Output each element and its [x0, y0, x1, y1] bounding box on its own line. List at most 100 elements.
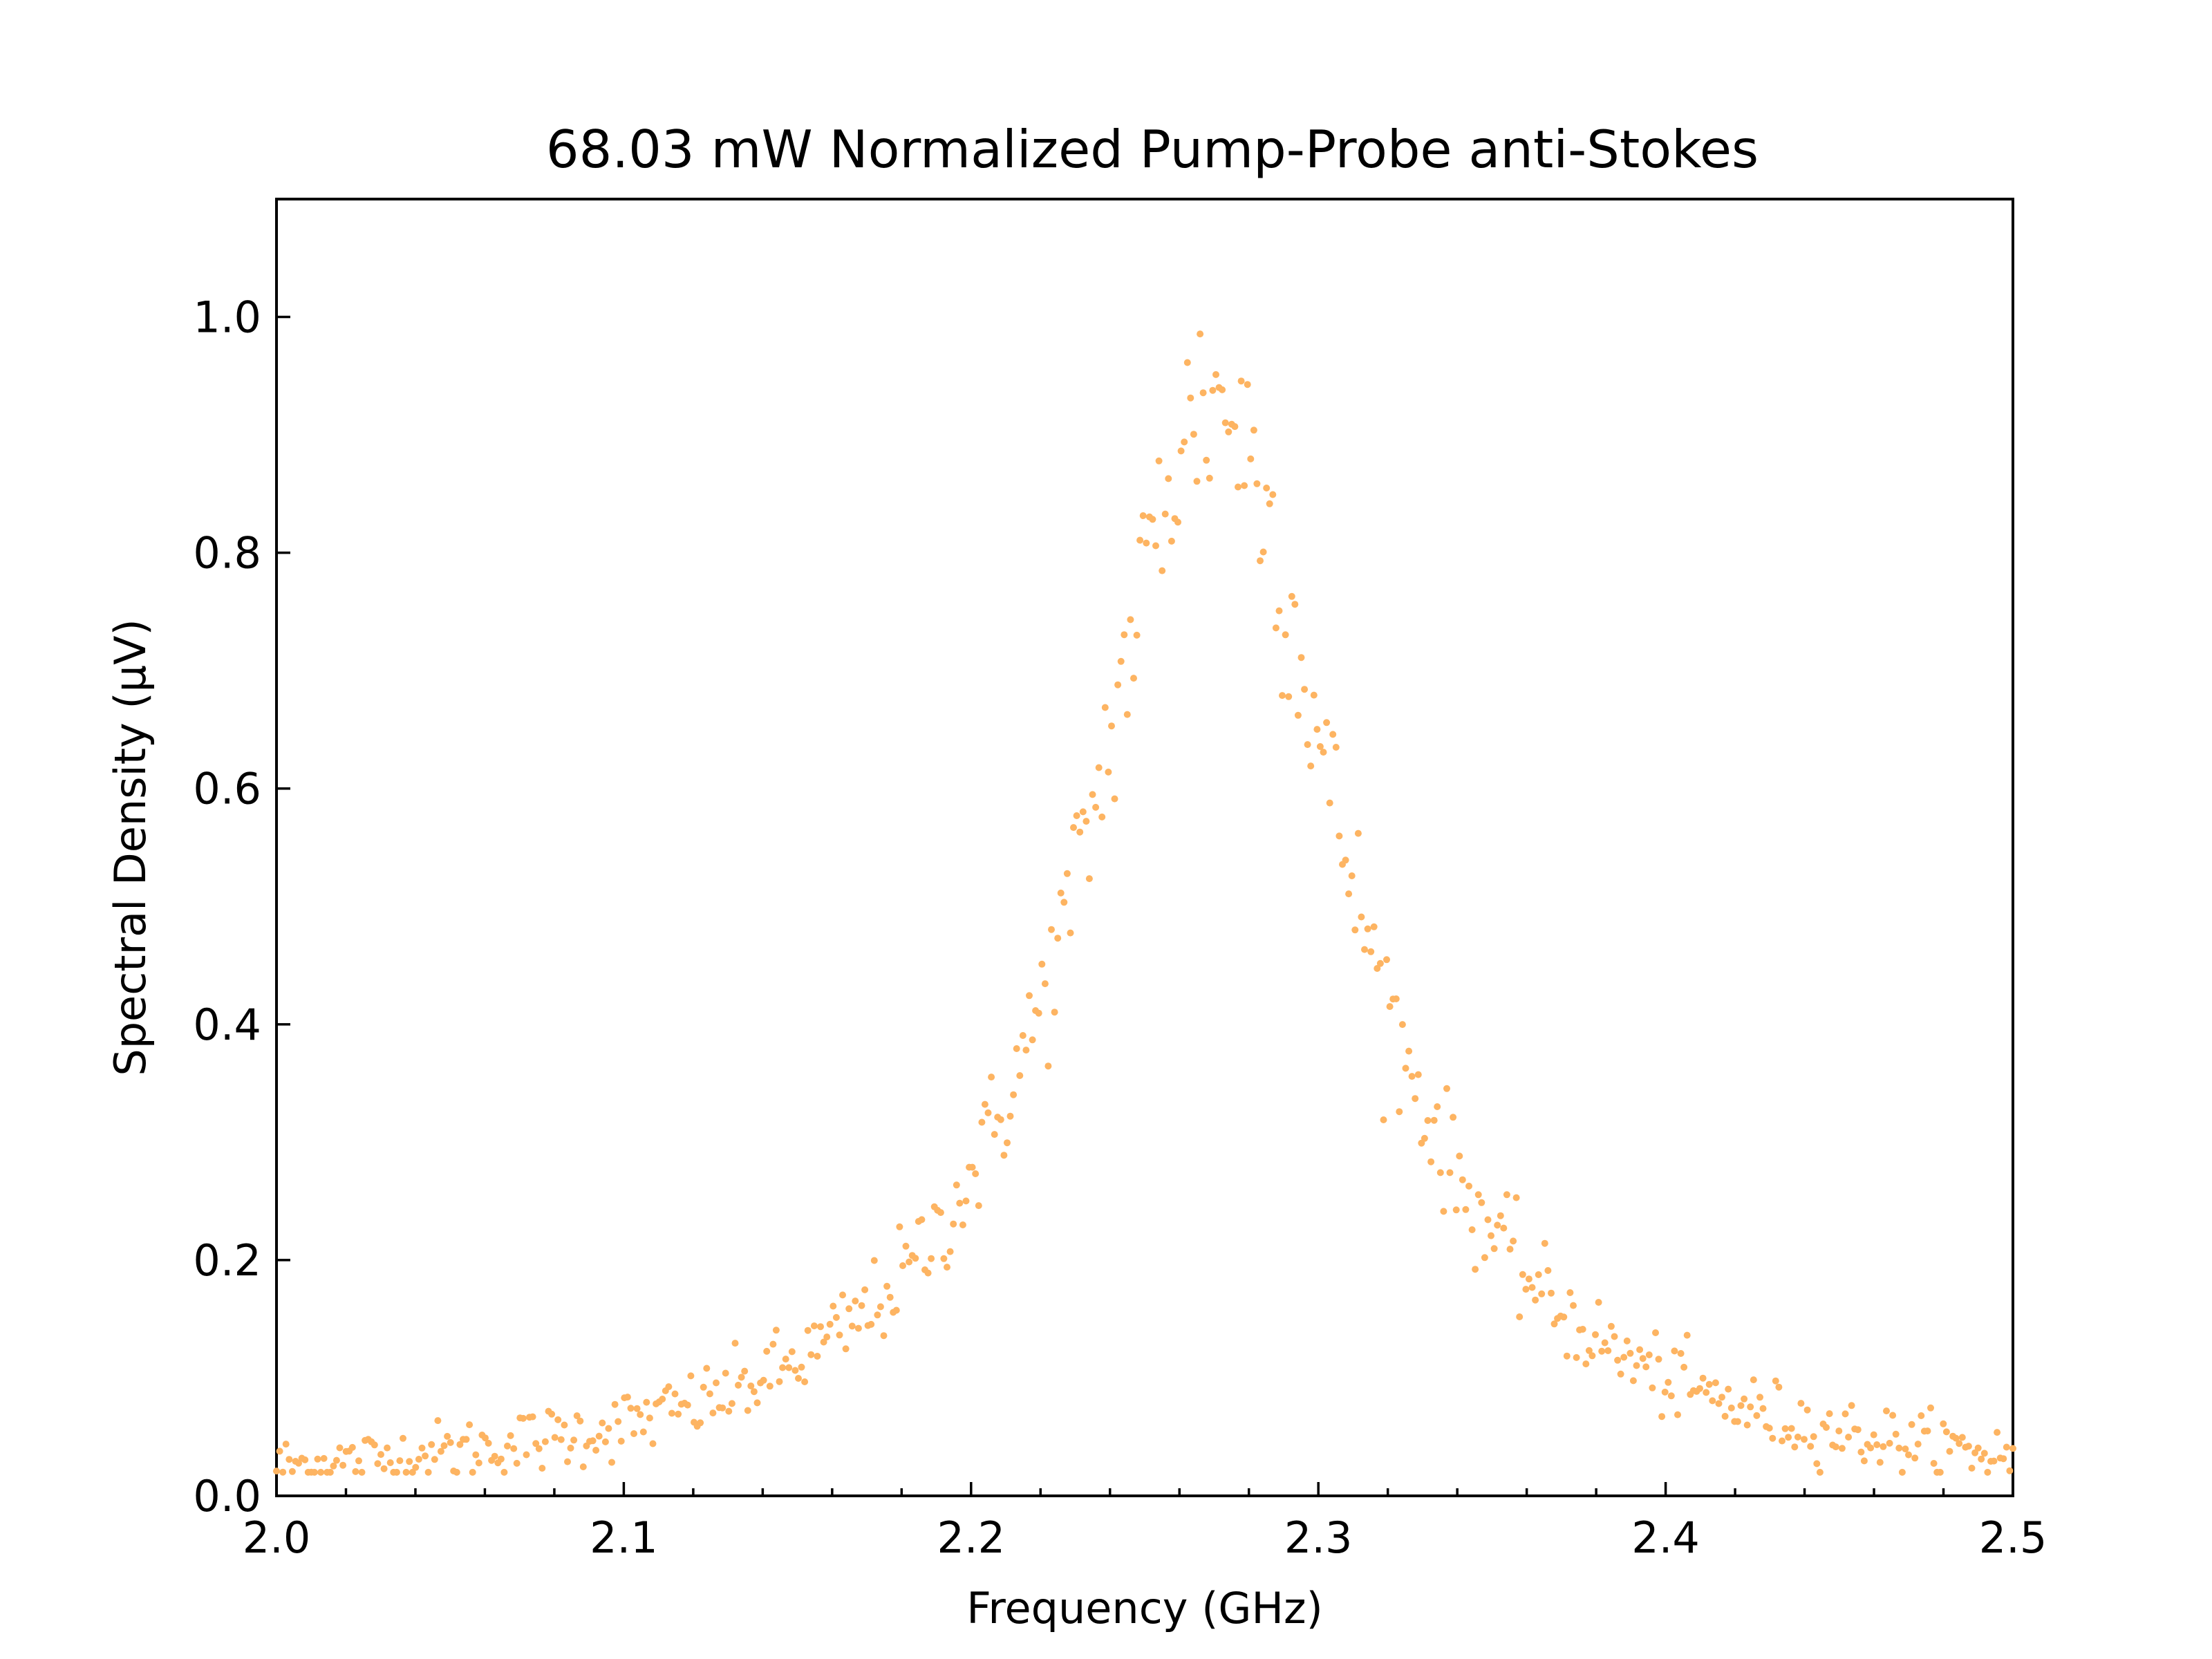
data-point — [1161, 510, 1169, 518]
data-point — [523, 1451, 530, 1459]
data-point — [1307, 762, 1315, 770]
data-point — [1860, 1457, 1868, 1465]
data-point — [981, 1100, 988, 1108]
data-point — [447, 1438, 454, 1446]
data-point — [1421, 1134, 1428, 1142]
data-point — [1854, 1426, 1862, 1434]
data-point — [709, 1409, 717, 1417]
data-point — [1946, 1447, 1953, 1455]
data-point — [288, 1468, 296, 1475]
data-point — [826, 1320, 834, 1328]
data-point — [912, 1255, 919, 1262]
data-point — [1683, 1331, 1691, 1339]
data-point — [314, 1455, 321, 1463]
data-point — [703, 1365, 711, 1372]
data-point — [772, 1327, 780, 1334]
data-point — [1579, 1326, 1586, 1333]
chart-title: 68.03 mW Normalized Pump-Probe anti-Stok… — [546, 119, 1759, 180]
data-point — [1335, 832, 1343, 840]
data-point — [1494, 1221, 1501, 1229]
data-point — [886, 1293, 894, 1301]
data-point — [608, 1459, 615, 1466]
data-point — [1149, 516, 1156, 523]
data-point — [1940, 1420, 1947, 1427]
data-point — [962, 1197, 970, 1205]
data-point — [1329, 731, 1337, 738]
data-point — [2003, 1443, 2010, 1451]
data-point — [1174, 518, 1181, 526]
data-point — [883, 1282, 891, 1290]
data-point — [1566, 1289, 1574, 1296]
data-point — [1835, 1427, 1843, 1435]
data-point — [1241, 482, 1248, 489]
data-point — [1386, 1003, 1394, 1011]
data-point — [1364, 925, 1371, 932]
x-axis-label: Frequency (GHz) — [966, 1583, 1323, 1633]
data-point — [456, 1441, 464, 1448]
data-point — [1468, 1226, 1476, 1233]
data-point — [1304, 741, 1311, 749]
data-point — [1348, 872, 1356, 879]
data-point — [1057, 889, 1065, 897]
data-point — [918, 1216, 926, 1224]
data-point — [295, 1459, 302, 1467]
data-point — [1705, 1380, 1713, 1388]
data-point — [1181, 438, 1188, 446]
data-point — [1212, 371, 1219, 378]
data-point — [1263, 485, 1271, 491]
data-point — [1392, 995, 1400, 1002]
data-point — [1203, 456, 1210, 464]
data-point — [1753, 1412, 1761, 1419]
data-point — [1345, 890, 1353, 898]
data-point — [1620, 1353, 1628, 1361]
data-point — [769, 1340, 777, 1348]
data-point — [782, 1356, 789, 1363]
data-point — [1506, 1246, 1514, 1253]
data-point — [1313, 726, 1321, 733]
data-point — [842, 1345, 850, 1353]
data-point — [1488, 1232, 1494, 1239]
data-point — [617, 1437, 625, 1445]
data-point — [880, 1332, 888, 1340]
data-point — [1765, 1425, 1773, 1432]
data-point — [374, 1460, 382, 1468]
data-point — [592, 1447, 600, 1454]
data-point — [1105, 768, 1112, 776]
data-point — [1629, 1377, 1637, 1385]
data-point — [1677, 1350, 1685, 1357]
data-point — [1617, 1370, 1624, 1378]
data-point — [1883, 1407, 1890, 1415]
data-point — [1573, 1353, 1580, 1361]
data-point — [788, 1348, 796, 1356]
data-point — [1436, 1169, 1444, 1177]
data-point — [510, 1445, 518, 1452]
data-point — [1779, 1437, 1785, 1445]
data-point — [1743, 1421, 1751, 1429]
data-point — [1522, 1286, 1530, 1293]
data-point — [1374, 965, 1381, 972]
data-point — [1424, 1117, 1432, 1124]
data-point — [1512, 1194, 1520, 1201]
data-point — [1769, 1434, 1777, 1442]
data-point — [858, 1302, 865, 1309]
data-point — [1655, 1356, 1662, 1363]
data-point — [868, 1320, 875, 1328]
data-point — [570, 1436, 578, 1444]
data-point — [750, 1388, 758, 1396]
data-point — [1845, 1434, 1853, 1441]
data-point — [1316, 743, 1324, 750]
data-point — [310, 1468, 318, 1476]
data-point — [1974, 1444, 1982, 1452]
data-point — [1649, 1384, 1656, 1391]
data-point — [507, 1432, 514, 1439]
data-point — [1671, 1347, 1678, 1355]
data-point — [735, 1381, 742, 1389]
data-point — [1737, 1402, 1745, 1409]
data-point — [1968, 1464, 1976, 1472]
data-point — [807, 1351, 815, 1358]
data-point — [1095, 764, 1103, 771]
data-point — [1026, 992, 1033, 1000]
data-point — [1895, 1444, 1903, 1452]
data-point — [1627, 1349, 1634, 1357]
data-point — [1237, 377, 1245, 385]
